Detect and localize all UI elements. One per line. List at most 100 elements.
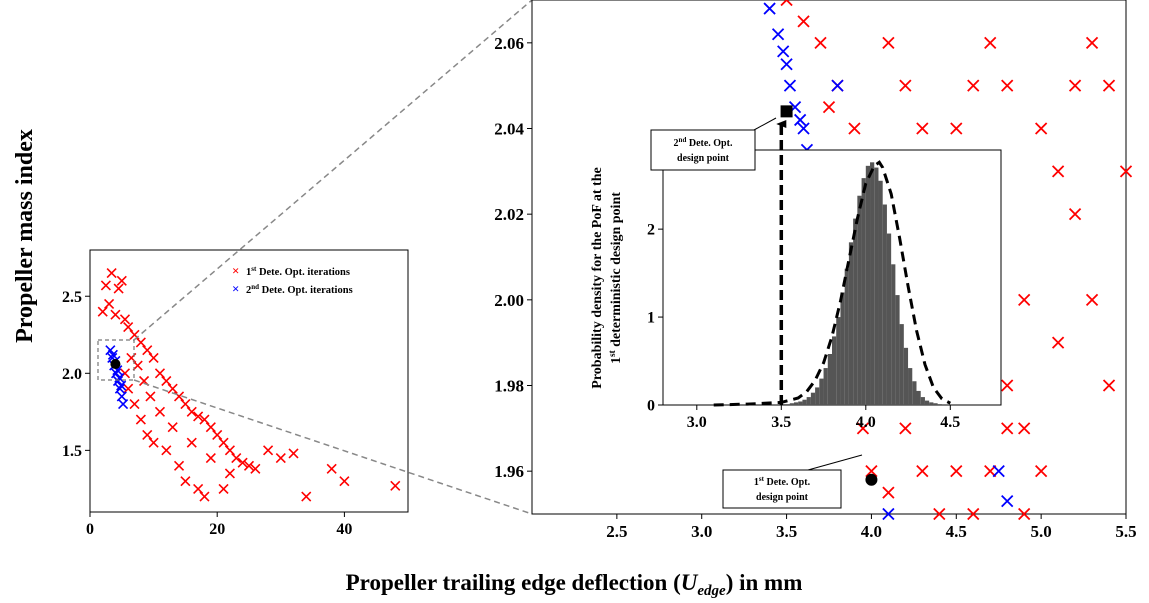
zoom-point	[831, 79, 844, 92]
overview-xtick-label: 20	[209, 521, 225, 538]
inset-histogram-bar	[827, 354, 832, 405]
zoom-point	[783, 79, 797, 92]
overview-point	[186, 406, 197, 417]
overview-point	[243, 460, 255, 471]
zoom-point	[771, 28, 785, 41]
inset-histogram-bar	[865, 165, 871, 405]
inset-ytick-label: 2	[647, 222, 655, 239]
overview-point	[105, 345, 116, 356]
zoom-point	[1035, 465, 1048, 478]
x-axis-label-prefix: Propeller trailing edge deflection (	[346, 570, 681, 595]
inset-histogram-bar	[899, 324, 904, 405]
inset-histogram-bar	[937, 404, 942, 405]
inset-y-label-line2-sup: st	[607, 350, 617, 357]
inset-histogram-bar	[840, 292, 845, 405]
zoom-point	[1051, 336, 1065, 349]
overview-point	[180, 476, 191, 487]
overview-point	[390, 480, 401, 491]
zoom-xtick-label: 3.0	[691, 522, 712, 541]
zoom-point	[1085, 293, 1099, 306]
zoom-ytick-label: 2.06	[494, 34, 524, 53]
inset-xtick-label: 3.5	[771, 414, 791, 431]
callout-1st-line1: 1st Dete. Opt.	[754, 475, 811, 488]
inset-histogram-bar	[882, 204, 887, 405]
callout-2nd-sup: nd	[679, 136, 687, 144]
zoom-ticks: 2.5 3.0 3.5 4.0 4.5 5.0 5.5 1.96 1.98 2.00 2.02 2.0…	[494, 34, 1136, 541]
overview-point	[205, 422, 216, 433]
overview-point	[193, 411, 204, 422]
zoom-point	[967, 507, 980, 521]
inset-histogram-bar	[861, 178, 866, 405]
overview-point	[326, 463, 337, 474]
inset-xtick-label: 3.0	[687, 414, 707, 431]
inset-histogram-bar	[823, 368, 828, 405]
callout-2nd-line2: design point	[677, 153, 730, 164]
overview-point	[112, 375, 124, 387]
zoom-ytick-label: 1.96	[494, 462, 524, 481]
overview-point	[123, 383, 134, 394]
inset-histogram-bar	[781, 404, 786, 405]
overview-design-point-marker	[110, 359, 121, 370]
overview-point	[288, 448, 299, 459]
zoom-point	[1001, 422, 1014, 435]
zoom-point	[899, 79, 912, 92]
zoom-point	[780, 58, 793, 71]
legend-entry-2: 2nd Dete. Opt. iterations	[246, 283, 353, 296]
zoom-point	[822, 100, 836, 114]
inset-xtick-label: 4.0	[856, 414, 876, 431]
zoom-point	[950, 465, 963, 478]
zoom-point	[984, 36, 997, 49]
overview-point	[212, 429, 223, 441]
overview-point	[135, 337, 146, 348]
callout-1st-leader	[807, 454, 863, 471]
legend-entry-1-sup: st	[251, 265, 257, 273]
zoom-point	[1001, 495, 1014, 508]
callout-2nd-leader	[753, 117, 777, 131]
zoom-connector-top	[133, 0, 533, 341]
inset-histogram-bar	[815, 387, 820, 405]
zoom-point	[1001, 379, 1014, 392]
zoom-point	[1068, 79, 1082, 92]
zoom-chart: 2.5 3.0 3.5 4.0 4.5 5.0 5.5 1.96 1.98 2.00 2.02 2.0…	[494, 0, 1137, 541]
overview-point	[123, 321, 134, 333]
inset-histogram-bar	[916, 390, 921, 405]
overview-point	[161, 445, 172, 456]
legend-entry-2-num: 2	[246, 285, 251, 296]
zoom-point	[967, 79, 980, 92]
inset-histogram-bar	[789, 403, 794, 405]
overview-point	[339, 476, 350, 487]
overview-point	[193, 483, 204, 494]
inset-ticks: 3.0 3.5 4.0 4.5 0 1 2	[647, 222, 960, 431]
zoom-ytick-label: 2.00	[494, 291, 524, 310]
callout-1st-num: 1	[754, 477, 759, 488]
zoom-point	[916, 122, 929, 135]
zoom-point	[882, 36, 895, 49]
zoom-point	[882, 507, 895, 521]
overview-point	[237, 457, 248, 468]
inset-histogram-bar	[785, 404, 790, 405]
zoom-xtick-label: 5.0	[1031, 522, 1052, 541]
overview-point	[110, 309, 121, 320]
inset-histogram-bar	[819, 378, 824, 405]
zoom-markers	[780, 105, 878, 486]
overview-point	[129, 399, 140, 410]
inset-histogram-bar	[903, 347, 909, 405]
overview-point	[218, 483, 229, 494]
x-axis-label-suffix: ) in mm	[726, 570, 803, 595]
overview-point	[186, 437, 197, 448]
overview-ticks: 0 20 40 1.5 2.0 2.5	[62, 289, 352, 538]
zoom-point	[950, 122, 963, 135]
overview-point	[301, 491, 312, 502]
inset-histogram-bar	[802, 399, 807, 405]
inset-y-label-line1: Probability density for the PoF at the	[590, 167, 605, 388]
overview-legend: × 1st Dete. Opt. iterations × 2nd Dete. …	[232, 263, 353, 296]
overview-point	[275, 452, 286, 464]
zoom-point	[1018, 422, 1031, 435]
overview-point	[218, 437, 229, 448]
inset-ytick-label: 1	[647, 310, 655, 327]
overview-ytick-label: 2.0	[62, 366, 82, 383]
inset-y-label-line2-num: 1	[609, 357, 624, 364]
overview-ytick-label: 1.5	[62, 443, 82, 460]
zoom-point	[865, 465, 878, 478]
zoom-1st-design-point-marker	[865, 473, 878, 486]
